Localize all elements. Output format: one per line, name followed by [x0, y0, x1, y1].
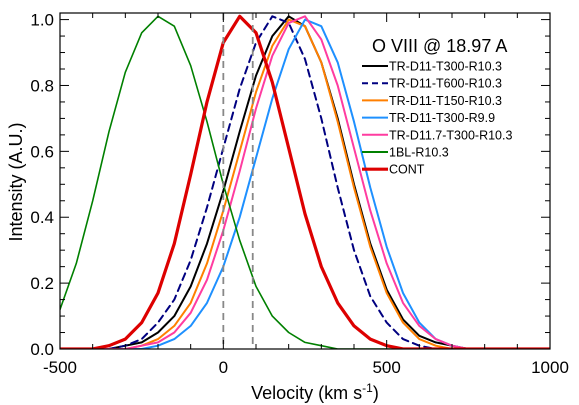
- y-tick-label: 0.2: [30, 274, 54, 293]
- x-tick-label: -500: [43, 358, 77, 377]
- legend-label-tr-d11-t300-r10-3: TR-D11-T300-R10.3: [389, 60, 502, 74]
- legend-label-cont: CONT: [389, 163, 425, 177]
- y-tick-label: 0.0: [30, 340, 54, 359]
- series-line-cont: [60, 14, 550, 349]
- legend-label-tr-d11-t300-r9-9: TR-D11-T300-R9.9: [389, 111, 495, 125]
- x-tick-label: 500: [372, 358, 400, 377]
- x-tick-label: 0: [219, 358, 228, 377]
- series-line-tr-d11-t600-r10-3: [60, 15, 550, 349]
- y-axis-label: Intensity (A.U.): [6, 122, 26, 241]
- axis-tick-labels: -500 0 500 1000 0.0 0.2 0.4 0.6 0.8 1.0: [30, 11, 569, 377]
- legend-label-tr-d11-7-t300-r10-3: TR-D11.7-T300-R10.3: [389, 128, 512, 142]
- reference-lines: [222, 13, 254, 349]
- x-axis-label-close: ): [373, 383, 379, 403]
- x-tick-label: 1000: [531, 358, 569, 377]
- legend-label-tr-d11-t600-r10-3: TR-D11-T600-R10.3: [389, 77, 502, 91]
- legend-label-tr-d11-t150-r10-3: TR-D11-T150-R10.3: [389, 94, 502, 108]
- x-axis-label: Velocity (km s-1): [251, 381, 379, 403]
- y-tick-label: 1.0: [30, 11, 54, 30]
- legend: O VIII @ 18.97 A TR-D11-T300-R10.3TR-D11…: [362, 36, 512, 177]
- y-tick-label: 0.6: [30, 142, 54, 161]
- chart-marks: [60, 14, 550, 349]
- axis-ticks: [59, 13, 551, 350]
- x-axis-label-superscript: -1: [362, 381, 373, 395]
- y-tick-label: 0.4: [30, 208, 54, 227]
- legend-label-1bl-r10-3: 1BL-R10.3: [389, 146, 449, 160]
- x-axis-label-main: Velocity (km s: [251, 383, 362, 403]
- series-line-tr-d11-7-t300-r10-3: [60, 15, 550, 349]
- legend-items: TR-D11-T300-R10.3 TR-D11-T600-R10.3 TR-D11…: [362, 60, 512, 177]
- series-line-tr-d11-t300-r9-9: [60, 18, 550, 349]
- series-line-1bl-r10-3: [60, 15, 550, 349]
- legend-title: O VIII @ 18.97 A: [372, 36, 507, 56]
- plot-frame: [59, 12, 551, 350]
- y-tick-label: 0.8: [30, 76, 54, 95]
